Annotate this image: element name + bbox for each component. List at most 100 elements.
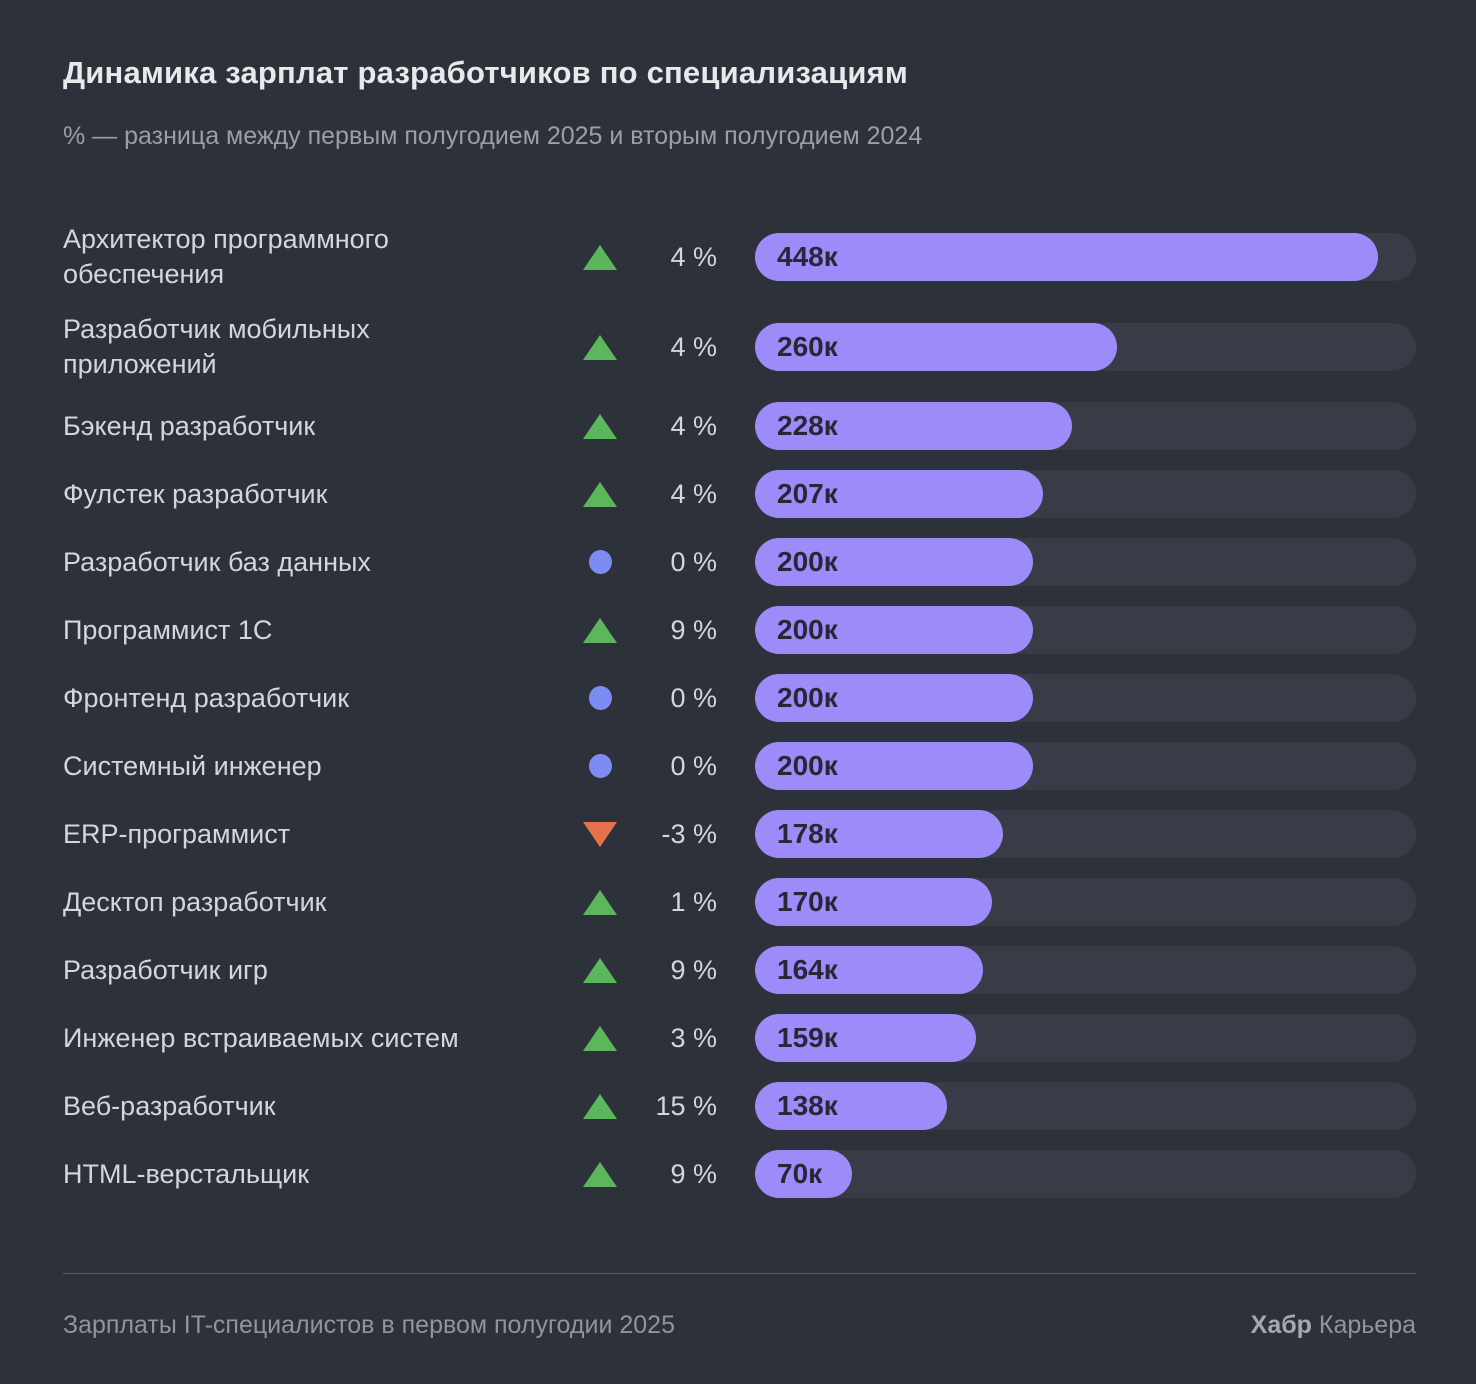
page-subtitle: % — разница между первым полугодием 2025… xyxy=(63,122,923,150)
specialization-label: ERP-программист xyxy=(63,818,291,849)
bar-track: 138к xyxy=(755,1082,1416,1130)
salary-value: 138к xyxy=(777,1090,838,1121)
bar-track: 448к xyxy=(755,233,1416,281)
trend-indicator xyxy=(578,889,622,915)
salary-value: 200к xyxy=(777,614,838,645)
chart-header: Динамика зарплат разработчиков по специа… xyxy=(63,54,1416,151)
arrow-up-icon xyxy=(583,1093,617,1119)
change-percent: 1 % xyxy=(670,886,717,917)
specialization-label: Системный инженер xyxy=(63,750,322,781)
change-percent: 0 % xyxy=(670,546,717,577)
footer-caption: Зарплаты IT-специалистов в первом полуго… xyxy=(63,1311,675,1339)
change-percent: 9 % xyxy=(670,954,717,985)
trend-indicator xyxy=(578,957,622,983)
chart-row: Фронтенд разработчик 0 % 200к xyxy=(63,674,1416,722)
trend-indicator xyxy=(578,550,622,574)
bar-track: 260к xyxy=(755,323,1416,371)
trend-indicator xyxy=(578,244,622,270)
trend-indicator xyxy=(578,1025,622,1051)
salary-value: 448к xyxy=(777,241,838,272)
bar-track: 178к xyxy=(755,810,1416,858)
change-percent: 4 % xyxy=(670,478,717,509)
trend-indicator xyxy=(578,481,622,507)
change-percent: 4 % xyxy=(670,410,717,441)
dot-icon xyxy=(588,686,612,710)
salary-bar: 200к xyxy=(755,606,1034,654)
bar-track: 200к xyxy=(755,606,1416,654)
trend-indicator xyxy=(578,1161,622,1187)
change-percent: 0 % xyxy=(670,682,717,713)
chart-row: HTML-верстальщик 9 % 70к xyxy=(63,1150,1416,1198)
trend-indicator xyxy=(578,686,622,710)
arrow-up-icon xyxy=(583,413,617,439)
salary-bar: 159к xyxy=(755,1014,977,1062)
bar-track: 70к xyxy=(755,1150,1416,1198)
salary-value: 159к xyxy=(777,1022,838,1053)
change-percent: -3 % xyxy=(661,818,717,849)
trend-indicator xyxy=(578,334,622,360)
page-title: Динамика зарплат разработчиков по специа… xyxy=(63,55,909,90)
footer-divider xyxy=(63,1273,1416,1274)
salary-bar: 448к xyxy=(755,233,1379,281)
bar-track: 200к xyxy=(755,742,1416,790)
brand-regular: Карьера xyxy=(1318,1311,1416,1339)
salary-bar: 200к xyxy=(755,674,1034,722)
specialization-label: Веб-разработчик xyxy=(63,1090,276,1121)
specialization-label: Архитектор программного обеспечения xyxy=(63,224,389,289)
salary-bar: 200к xyxy=(755,742,1034,790)
bar-track: 228к xyxy=(755,402,1416,450)
chart-row: Веб-разработчик 15 % 138к xyxy=(63,1082,1416,1130)
specialization-label: Программист 1С xyxy=(63,614,273,645)
salary-value: 207к xyxy=(777,478,838,509)
trend-indicator xyxy=(578,821,622,847)
specialization-label: Разработчик игр xyxy=(63,954,268,985)
change-percent: 9 % xyxy=(670,1158,717,1189)
salary-value: 260к xyxy=(777,331,838,362)
arrow-up-icon xyxy=(583,334,617,360)
salary-bar: 170к xyxy=(755,878,992,926)
trend-indicator xyxy=(578,754,622,778)
bar-track: 200к xyxy=(755,674,1416,722)
chart-row: Бэкенд разработчик 4 % 228к xyxy=(63,402,1416,450)
specialization-label: Фронтенд разработчик xyxy=(63,682,350,713)
arrow-up-icon xyxy=(583,244,617,270)
arrow-down-icon xyxy=(583,821,617,847)
chart-row: Фулстек разработчик 4 % 207к xyxy=(63,470,1416,518)
brand-logo: Хабр Карьера xyxy=(1251,1310,1416,1340)
bar-track: 159к xyxy=(755,1014,1416,1062)
salary-bar: 260к xyxy=(755,323,1117,371)
arrow-up-icon xyxy=(583,1025,617,1051)
salary-value: 228к xyxy=(777,410,838,441)
change-percent: 4 % xyxy=(670,241,717,272)
change-percent: 0 % xyxy=(670,750,717,781)
arrow-up-icon xyxy=(583,1161,617,1187)
salary-bar: 138к xyxy=(755,1082,948,1130)
specialization-label: Бэкенд разработчик xyxy=(63,410,316,441)
salary-bar: 207к xyxy=(755,470,1044,518)
bar-chart: Архитектор программного обеспечения 4 % … xyxy=(63,222,1416,1198)
arrow-up-icon xyxy=(583,481,617,507)
specialization-label: Десктоп разработчик xyxy=(63,886,327,917)
arrow-up-icon xyxy=(583,889,617,915)
salary-value: 200к xyxy=(777,546,838,577)
chart-row: Программист 1С 9 % 200к xyxy=(63,606,1416,654)
chart-row: Архитектор программного обеспечения 4 % … xyxy=(63,222,1416,292)
chart-row: Разработчик баз данных 0 % 200к xyxy=(63,538,1416,586)
bar-track: 207к xyxy=(755,470,1416,518)
footer: Зарплаты IT-специалистов в первом полуго… xyxy=(63,1310,1416,1340)
arrow-up-icon xyxy=(583,617,617,643)
arrow-up-icon xyxy=(583,957,617,983)
specialization-label: Фулстек разработчик xyxy=(63,478,328,509)
change-percent: 4 % xyxy=(670,331,717,362)
salary-value: 200к xyxy=(777,750,838,781)
dot-icon xyxy=(588,754,612,778)
specialization-label: Разработчик баз данных xyxy=(63,546,371,577)
salary-bar: 164к xyxy=(755,946,984,994)
chart-row: Инженер встраиваемых систем 3 % 159к xyxy=(63,1014,1416,1062)
salary-bar: 178к xyxy=(755,810,1003,858)
bar-track: 164к xyxy=(755,946,1416,994)
salary-bar: 228к xyxy=(755,402,1073,450)
chart-row: Системный инженер 0 % 200к xyxy=(63,742,1416,790)
specialization-label: HTML-верстальщик xyxy=(63,1158,310,1189)
